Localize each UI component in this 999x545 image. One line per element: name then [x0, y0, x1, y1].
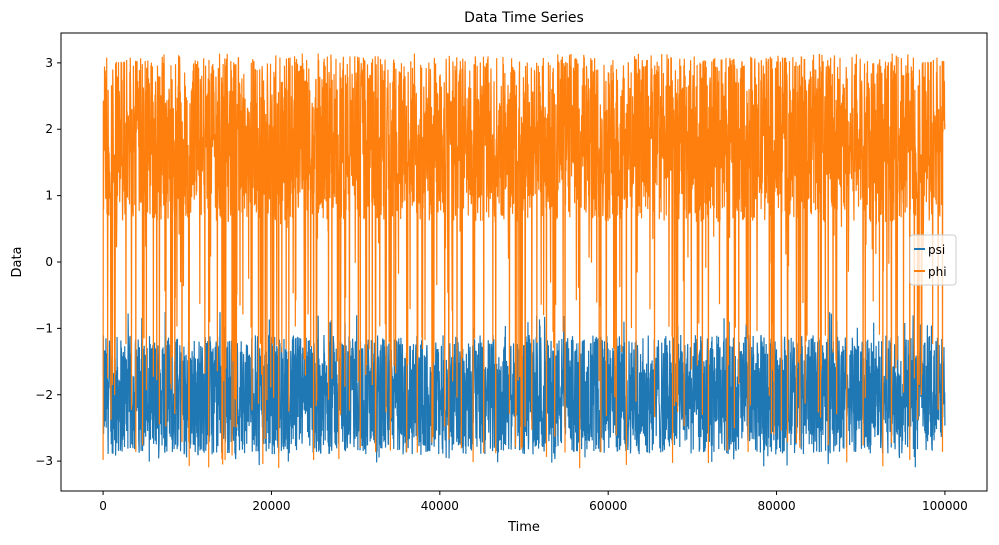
x-tick-label: 40000 [421, 499, 459, 513]
legend: psi phi [909, 234, 957, 286]
x-axis-label: Time [507, 520, 540, 535]
y-axis-label: Data [10, 246, 25, 277]
y-tick-label: −3 [35, 454, 53, 468]
y-tick-label: 2 [45, 122, 53, 136]
series-line-phi [102, 53, 946, 469]
chart-title: Data Time Series [464, 10, 584, 26]
y-axis: −3 −2 −1 0 1 2 3 [35, 56, 61, 468]
y-tick-label: 0 [45, 255, 53, 269]
x-tick-label: 0 [99, 499, 107, 513]
legend-psi-label: psi [928, 243, 945, 257]
y-tick-label: −2 [35, 388, 53, 402]
legend-phi-label: phi [928, 265, 947, 279]
series-layer [102, 53, 946, 469]
x-axis: 0 20000 40000 60000 80000 100000 [99, 491, 968, 513]
y-tick-label: 1 [45, 189, 53, 203]
y-tick-label: −1 [35, 321, 53, 335]
x-tick-label: 20000 [252, 499, 290, 513]
x-tick-label: 80000 [757, 499, 795, 513]
legend-box [909, 234, 957, 286]
x-tick-label: 60000 [589, 499, 627, 513]
x-tick-label: 100000 [922, 499, 968, 513]
y-tick-label: 3 [45, 56, 53, 70]
